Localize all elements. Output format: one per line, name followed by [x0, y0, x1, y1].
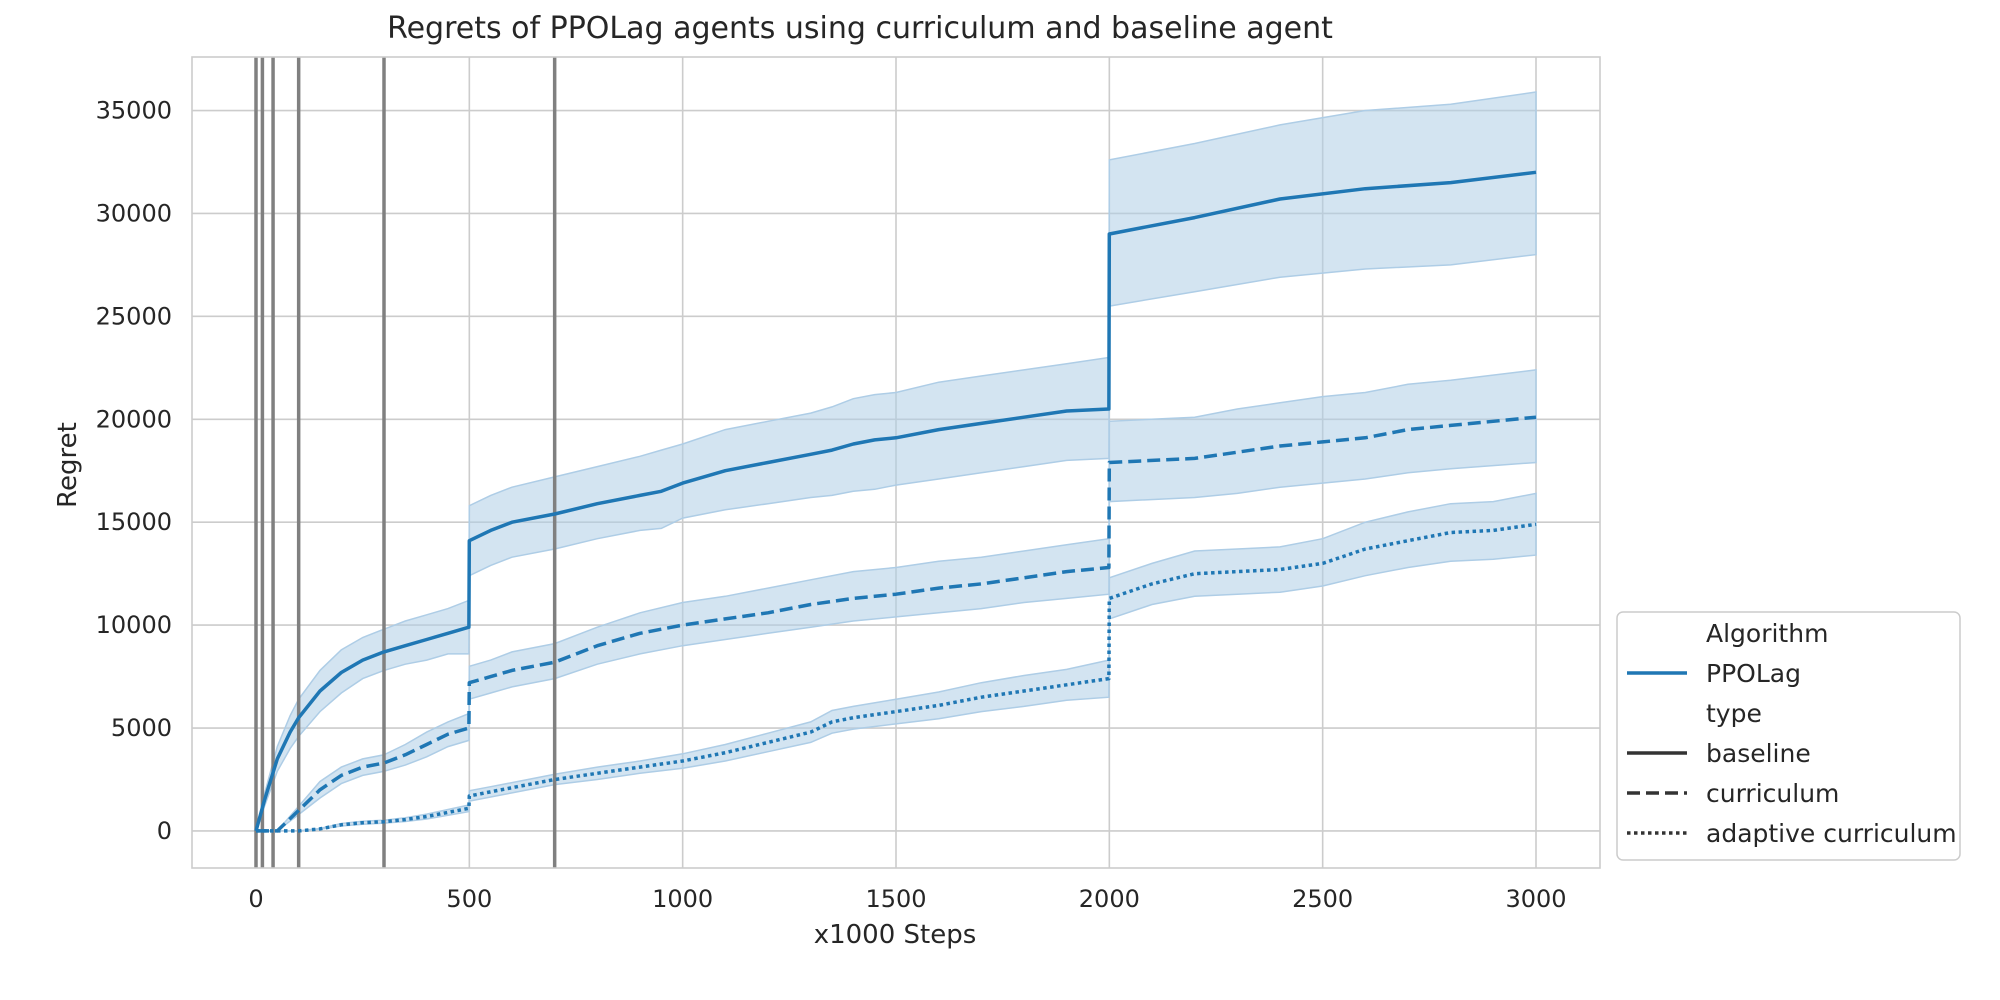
series-lines: [254, 170, 1537, 833]
y-tick-label: 30000: [96, 199, 172, 227]
x-tick-label: 3000: [1505, 885, 1566, 913]
chart-title: Regrets of PPOLag agents using curriculu…: [387, 11, 1333, 46]
legend-entry-adaptive-curriculum: adaptive curriculum: [1706, 819, 1957, 848]
x-tick-label: 1000: [652, 885, 713, 913]
x-tick-label: 1500: [865, 885, 926, 913]
x-axis-label: x1000 Steps: [814, 920, 977, 950]
curriculum-stage-lines: [254, 57, 557, 868]
y-tick-label: 0: [157, 817, 172, 845]
confidence-bands: [255, 91, 1537, 832]
band-dashed: [256, 369, 1537, 832]
x-tick-labels: 0 500 1000 1500 2000 2500 3000: [248, 885, 1566, 913]
y-tick-label: 15000: [96, 508, 172, 536]
y-tick-label: 10000: [96, 611, 172, 639]
y-tick-label: 20000: [96, 405, 172, 433]
legend-entry-baseline: baseline: [1706, 739, 1811, 768]
legend: Algorithm PPOLag type baseline curriculu…: [1616, 611, 1961, 861]
legend-box: [1616, 611, 1961, 861]
legend-hue-title: Algorithm: [1706, 619, 1828, 648]
legend-entry-curriculum: curriculum: [1706, 779, 1839, 808]
legend-entry-ppolag: PPOLag: [1706, 659, 1801, 688]
band-dotted: [256, 492, 1537, 832]
series-line-solid: [254, 170, 1537, 832]
y-tick-label: 25000: [96, 302, 172, 330]
x-tick-label: 2500: [1292, 885, 1353, 913]
y-tick-label: 35000: [96, 97, 172, 125]
plot-frame: [191, 56, 1601, 869]
x-tick-label: 2000: [1079, 885, 1140, 913]
x-tick-label: 500: [446, 885, 492, 913]
y-tick-label: 5000: [111, 714, 172, 742]
y-tick-labels: 0 5000 10000 15000 20000 25000 30000 35000: [96, 97, 172, 845]
y-axis-label: Regret: [53, 422, 83, 508]
x-tick-label: 0: [248, 885, 263, 913]
legend-style-title: type: [1706, 699, 1762, 728]
series-line-dashed: [256, 415, 1537, 833]
